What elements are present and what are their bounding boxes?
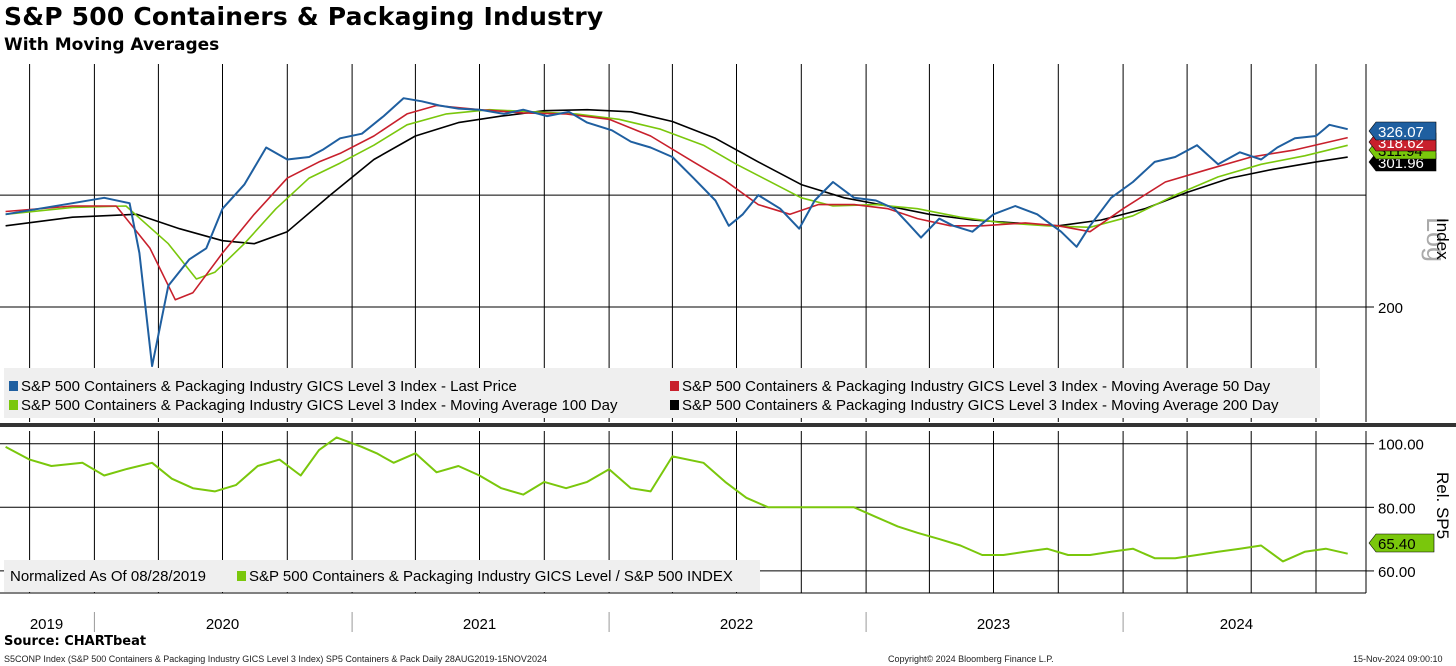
price-y-axis-label: Index xyxy=(1433,218,1452,260)
relative-panel: 100.00 80.00 60.00 65.40 Rel. SP5 Normalized… xyxy=(0,431,1452,593)
legend-last-price-swatch xyxy=(9,381,18,391)
legend-ma50-label: S&P 500 Containers & Packaging Industry … xyxy=(682,378,1271,395)
legend-ma100-label: S&P 500 Containers & Packaging Industry … xyxy=(21,397,618,414)
last-price-line xyxy=(5,97,1348,368)
x-tick-label-year: 2020 xyxy=(206,616,239,633)
chart-title: S&P 500 Containers & Packaging Industry xyxy=(4,2,604,31)
normalization-note: Normalized As Of 08/28/2019 xyxy=(10,568,206,585)
last-price-tag xyxy=(1368,121,1437,141)
price-legend: S&P 500 Containers & Packaging Industry … xyxy=(4,368,1320,418)
price-legend-box xyxy=(4,368,1320,418)
relative-series-lines xyxy=(5,436,1348,563)
source-note: Source: CHARTbeat xyxy=(4,634,147,649)
legend-ma50-swatch xyxy=(670,381,679,391)
x-tick-label-year: 2019 xyxy=(30,616,63,633)
relative-y-tick-label: 100.00 xyxy=(1378,437,1424,454)
relative-horizontal-gridlines xyxy=(0,443,1366,572)
relative-y-tick-label: 60.00 xyxy=(1378,564,1416,581)
ma50-line xyxy=(5,104,1348,301)
last-price-value: 326.07 xyxy=(1378,124,1424,141)
legend-ma100-swatch xyxy=(9,400,18,410)
price-plot-area xyxy=(0,64,1366,424)
x-tick-label-year: 2022 xyxy=(720,616,753,633)
timestamp: 15-Nov-2024 09:00:10 xyxy=(1353,654,1443,664)
panel-divider xyxy=(0,423,1456,427)
x-tick-label-year: 2024 xyxy=(1220,616,1253,633)
relative-last-tag xyxy=(1368,533,1435,553)
legend-relative-label: S&P 500 Containers & Packaging Industry … xyxy=(249,568,733,585)
relative-last-value: 65.40 xyxy=(1378,536,1416,553)
legend-ma200-label: S&P 500 Containers & Packaging Industry … xyxy=(682,397,1279,414)
price-vertical-gridlines xyxy=(29,64,1367,422)
chart-subtitle: With Moving Averages xyxy=(4,35,220,55)
price-y-tick-label: 200 xyxy=(1378,300,1403,317)
relative-y-tick-label: 80.00 xyxy=(1378,500,1416,517)
relative-legend: Normalized As Of 08/28/2019 S&P 500 Conta… xyxy=(4,560,760,592)
relative-line xyxy=(5,436,1348,563)
x-tick-label-year: 2021 xyxy=(463,616,496,633)
x-axis: 2019 2020 2021 2022 2023 2024 xyxy=(0,592,1366,633)
copyright-note: Copyright© 2024 Bloomberg Finance L.P. xyxy=(888,654,1054,664)
price-horizontal-gridlines xyxy=(0,194,1366,308)
ma100-line xyxy=(5,108,1348,280)
legend-relative-swatch xyxy=(237,571,246,581)
relative-legend-box xyxy=(4,560,760,592)
relative-y-axis: 100.00 80.00 60.00 65.40 Rel. SP5 xyxy=(1366,437,1452,581)
price-series-lines xyxy=(5,97,1348,368)
ticker-info: S5CONP Index (S&P 500 Containers & Packa… xyxy=(4,654,547,664)
legend-last-price-label: S&P 500 Containers & Packaging Industry … xyxy=(21,378,517,395)
relative-y-axis-label: Rel. SP5 xyxy=(1433,472,1452,539)
ma200-line xyxy=(5,108,1348,245)
x-tick-label-year: 2023 xyxy=(977,616,1010,633)
log-scale-label: Log xyxy=(1421,217,1451,262)
legend-ma200-swatch xyxy=(670,400,679,410)
